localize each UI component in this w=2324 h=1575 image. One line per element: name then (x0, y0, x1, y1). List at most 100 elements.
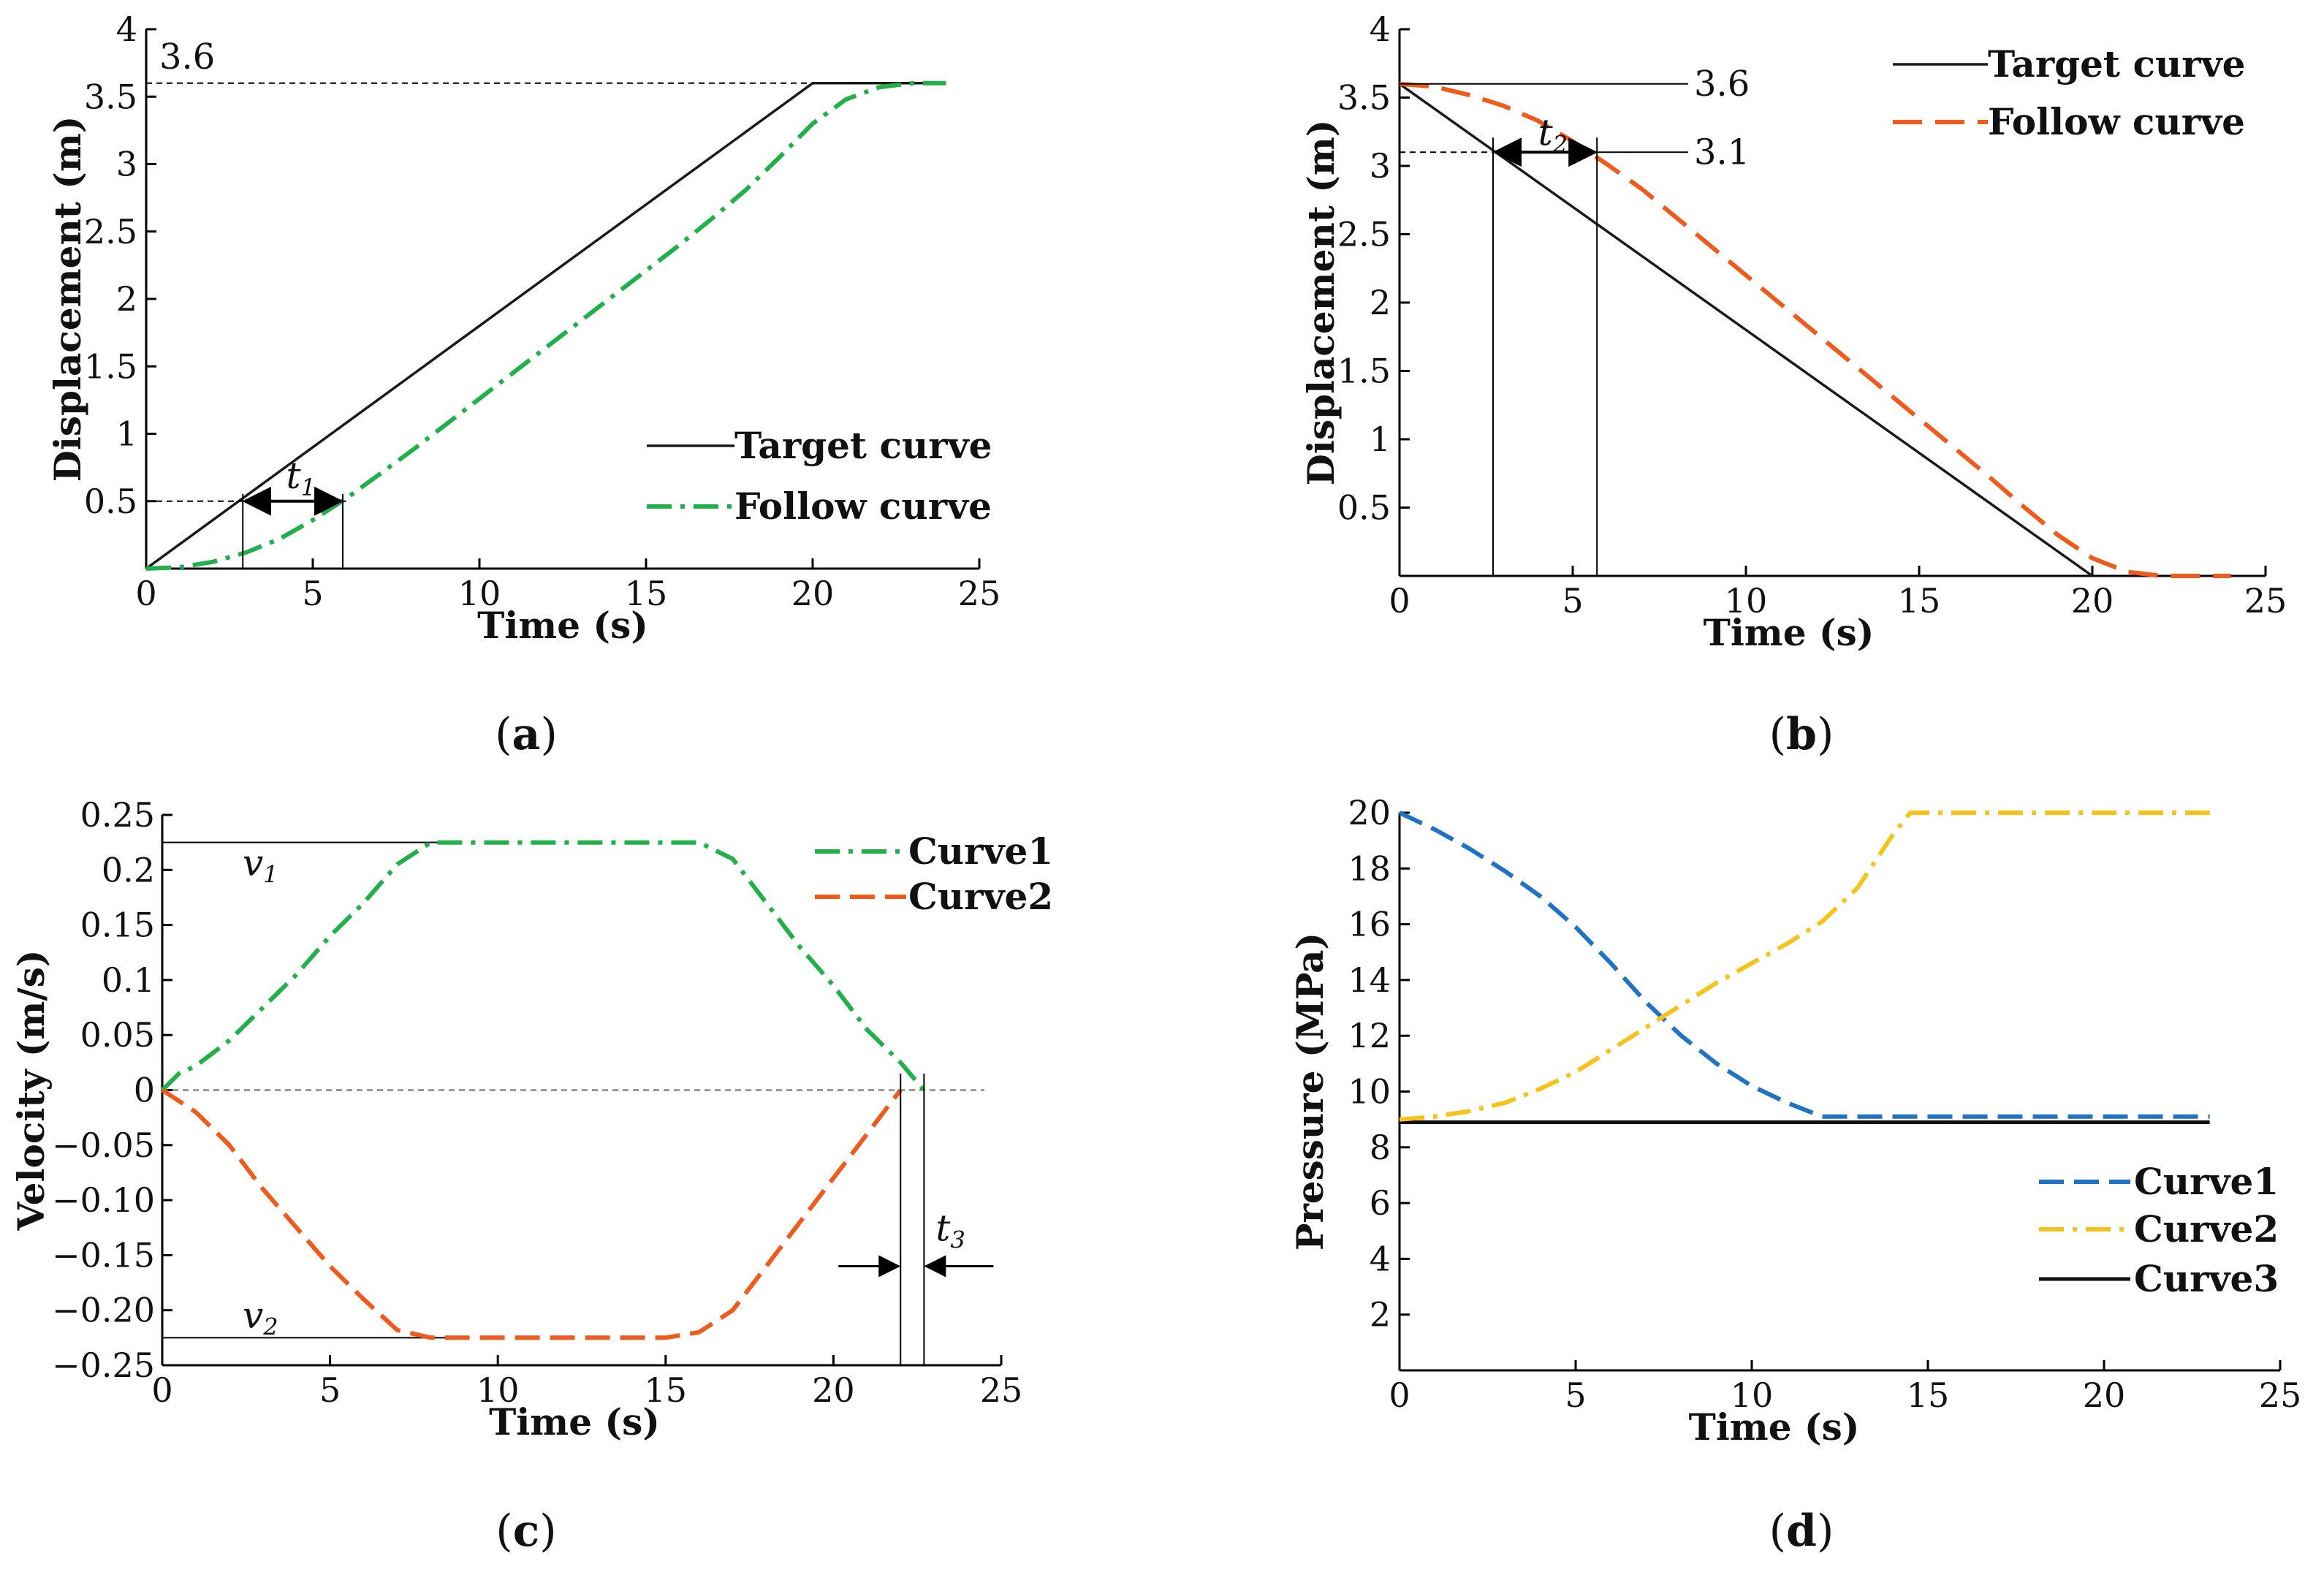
y-tick-label: 4 (1370, 1239, 1391, 1278)
y-tick-label: 3 (1370, 146, 1391, 186)
x-tick-label: 5 (1565, 1375, 1586, 1415)
y-tick-label: 0.5 (84, 482, 137, 521)
v1-label: v1 (243, 842, 278, 889)
y-tick-label: −0.15 (52, 1235, 155, 1275)
panel-label-c: (c) (495, 1506, 556, 1557)
series-curve2 (161, 1088, 903, 1340)
x-tick-label: 10 (458, 574, 501, 613)
legend-label-target: Target curve (1988, 42, 2245, 86)
legend-label-follow: Follow curve (1988, 100, 2245, 143)
reference-label-3-6: 3.6 (1694, 64, 1750, 105)
series-curve1 (1398, 811, 2210, 1119)
lag-label-t2-subscript: 2 (1552, 130, 1568, 158)
y-tick-label: 6 (1370, 1183, 1391, 1223)
x-tick-label: 20 (2071, 581, 2114, 620)
panel-label-open: ( (495, 1506, 512, 1557)
y-tick-label: 1.5 (84, 346, 137, 386)
panel-label-letter: b (1786, 709, 1817, 760)
panel-label-open: ( (495, 709, 512, 760)
y-tick-label: 4 (1370, 10, 1391, 49)
lag-label-t3-subscript: 3 (950, 1226, 965, 1253)
legend-label-curve2: Curve2 (2134, 1207, 2279, 1250)
y-tick-label: 3.5 (1337, 78, 1391, 118)
panel-label-open: ( (1769, 1506, 1786, 1557)
y-tick-label: 1.5 (1337, 352, 1391, 391)
x-tick-label: 15 (1907, 1375, 1950, 1415)
y-tick-label: 20 (1348, 793, 1391, 832)
legend-label-target: Target curve (734, 424, 992, 467)
v2-label: v2 (243, 1294, 278, 1340)
y-axis-label: Displacement (m) (1299, 120, 1343, 486)
panel-label-letter: c (513, 1506, 540, 1557)
chart-c: 0 5 10 15 20 25 0.25 0.2 0.15 0.1 0.05 0 −0.05 −0.10 −… (10, 795, 1053, 1557)
y-tick-label: 3 (116, 145, 137, 184)
y-tick-label: 0.15 (80, 906, 155, 945)
x-tick-label: 20 (791, 574, 835, 613)
y-tick-label: 1 (116, 414, 137, 454)
lag-label-t3-symbol: t (935, 1207, 951, 1249)
series-curve2 (1399, 811, 2210, 1122)
x-tick-label: 0 (135, 574, 156, 613)
y-tick-label: 2 (1370, 283, 1391, 322)
v1-label-subscript: 1 (263, 861, 278, 889)
y-tick-label: 16 (1348, 905, 1391, 944)
y-tick-label: 1 (1370, 420, 1391, 459)
series-curve1 (160, 840, 926, 1092)
lag-label-t2-symbol: t (1538, 111, 1554, 153)
x-tick-label: 20 (2083, 1375, 2126, 1415)
x-tick-label: 0 (151, 1370, 172, 1410)
y-tick-label: 0.1 (102, 960, 155, 1000)
series-follow-curve (1399, 81, 2231, 578)
reference-label-3-1: 3.1 (1694, 132, 1750, 172)
y-tick-label: 3.5 (84, 77, 137, 116)
v2-label-symbol: v (243, 1294, 263, 1336)
y-tick-label: 0 (134, 1071, 155, 1110)
panel-label-b: (b) (1769, 709, 1834, 760)
v2-label-subscript: 2 (262, 1313, 278, 1340)
y-axis-label: Pressure (MPa) (1288, 933, 1332, 1250)
lag-label-t3: t3 (935, 1207, 965, 1253)
x-tick-label: 10 (1725, 581, 1768, 620)
y-tick-label: 0.25 (80, 795, 155, 835)
y-tick-label: 10 (1348, 1072, 1391, 1112)
x-tick-label: 5 (319, 1370, 341, 1410)
y-tick-label: 2 (1370, 1295, 1391, 1335)
y-tick-label: −0.25 (52, 1346, 155, 1385)
x-tick-label: 0 (1389, 581, 1410, 620)
x-tick-label: 15 (1898, 581, 1941, 620)
y-tick-label: 18 (1348, 849, 1391, 888)
panel-label-a: (a) (495, 709, 558, 760)
y-tick-label: 4 (116, 10, 137, 49)
panel-label-d: (d) (1769, 1506, 1834, 1557)
y-tick-label: 2.5 (1337, 215, 1391, 254)
x-axis-label: Time (s) (477, 604, 648, 647)
x-tick-label: 0 (1389, 1375, 1410, 1415)
series-follow-curve (145, 80, 946, 571)
x-tick-label: 10 (476, 1370, 520, 1410)
legend-label-curve2: Curve2 (908, 875, 1053, 918)
reference-label: 3.6 (159, 37, 215, 77)
chart-b: 0 5 10 15 20 25 0.5 1 1.5 2 2.5 3 3.5 4 Time (s) Displa… (1299, 10, 2287, 760)
panel-label-letter: d (1786, 1506, 1817, 1557)
x-tick-label: 20 (812, 1370, 855, 1410)
y-tick-label: 0.5 (1337, 488, 1391, 528)
legend-label-curve1: Curve1 (2134, 1160, 2279, 1203)
chart-a: 0 5 10 15 20 25 0.5 1 1.5 2 2.5 3 3.5 4 Time (s) Displa… (46, 10, 1000, 760)
x-tick-label: 25 (2259, 1375, 2302, 1415)
panel-label-open: ( (1769, 709, 1786, 760)
y-tick-label: −0.10 (52, 1180, 155, 1220)
y-tick-label: 2 (116, 279, 137, 319)
legend-label-curve3: Curve3 (2134, 1257, 2279, 1300)
panel-label-close: ) (1817, 709, 1834, 760)
legend-label-curve1: Curve1 (908, 830, 1053, 873)
y-tick-label: 14 (1348, 960, 1391, 1000)
panel-label-letter: a (512, 709, 541, 760)
panel-label-close: ) (540, 709, 557, 760)
x-axis-label: Time (s) (489, 1400, 660, 1443)
y-axis-label: Displacement (m) (46, 116, 89, 482)
lag-label-t1-symbol: t (286, 455, 302, 497)
x-axis-label: Time (s) (1689, 1405, 1860, 1449)
x-tick-label: 5 (302, 574, 323, 613)
x-tick-label: 5 (1562, 581, 1583, 620)
